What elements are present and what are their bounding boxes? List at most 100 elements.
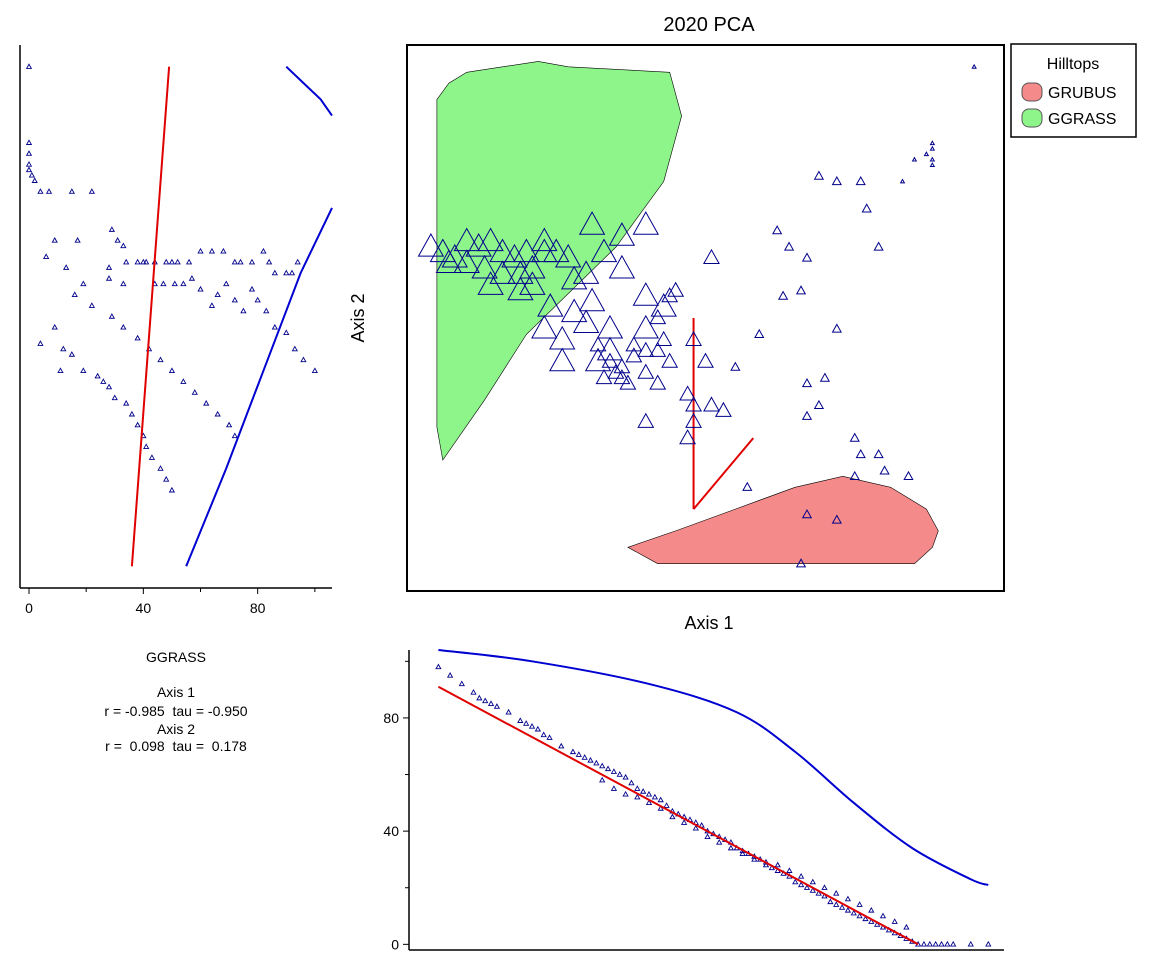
- bottom-point: [645, 790, 653, 797]
- bottom-point: [517, 717, 524, 723]
- sample-point: [831, 323, 842, 333]
- sample-point: [855, 448, 866, 459]
- left-point: [237, 258, 244, 265]
- bottom-point: [868, 918, 875, 924]
- bottom-point: [546, 734, 553, 740]
- bottom-point: [663, 802, 670, 808]
- left-point: [51, 323, 58, 330]
- left-point: [160, 280, 167, 287]
- left-point: [283, 269, 290, 276]
- left-point: [74, 237, 81, 243]
- left-point: [88, 188, 96, 194]
- legend-swatch-ggrass: [1021, 108, 1043, 128]
- bottom-point: [786, 867, 793, 873]
- left-point: [28, 171, 36, 178]
- sample-point: [477, 227, 504, 252]
- bottom-point: [815, 889, 822, 896]
- left-point: [231, 432, 238, 439]
- bottom-point: [797, 872, 805, 879]
- left-blue-curve-upper: [285, 65, 333, 117]
- left-point: [240, 307, 247, 314]
- left-point: [231, 258, 238, 265]
- left-point: [163, 475, 170, 482]
- bottom-point: [692, 824, 699, 831]
- sample-point: [650, 293, 677, 317]
- bottom-point: [476, 694, 483, 701]
- bottom-point: [487, 700, 495, 706]
- sample-point: [507, 260, 534, 284]
- left-point: [157, 465, 164, 471]
- left-point: [114, 237, 121, 243]
- bottom-red-line: [437, 685, 919, 946]
- left-point: [294, 258, 301, 265]
- sample-point: [613, 358, 631, 374]
- stats-axis1-label: Axis 1: [157, 684, 195, 700]
- left-point: [108, 226, 116, 232]
- sample-point: [596, 336, 624, 361]
- sample-point: [667, 281, 685, 297]
- bottom-point: [903, 923, 910, 930]
- left-point: [25, 161, 33, 167]
- sample-point: [632, 211, 660, 235]
- bottom-point: [926, 940, 933, 947]
- left-point: [174, 258, 181, 265]
- bottom-point: [868, 906, 875, 913]
- bottom-point: [950, 940, 957, 947]
- bottom-point: [891, 918, 898, 924]
- bottom-point: [581, 754, 588, 760]
- sample-point: [601, 352, 619, 368]
- left-point: [51, 237, 58, 243]
- bottom-marginal-plot: 0 40 80: [383, 649, 1004, 952]
- bottom-point: [569, 748, 577, 755]
- left-x-tick-label: 80: [250, 600, 266, 616]
- left-point: [163, 258, 170, 265]
- sample-point: [903, 470, 914, 480]
- sample-point: [730, 361, 741, 371]
- sample-point: [923, 151, 930, 157]
- sample-point: [578, 211, 606, 235]
- sample-point: [537, 293, 564, 317]
- left-point: [37, 188, 44, 194]
- sample-point: [608, 222, 636, 246]
- y-axis-title: Axis 2: [348, 293, 368, 342]
- left-point: [225, 421, 233, 428]
- bottom-blue-curve: [438, 649, 989, 886]
- bottom-point: [727, 844, 735, 851]
- bottom-point: [458, 680, 465, 687]
- sample-point: [531, 227, 558, 252]
- left-point: [63, 264, 70, 270]
- bottom-point: [634, 785, 641, 791]
- bottom-point: [797, 881, 805, 888]
- sample-point: [685, 396, 703, 412]
- left-point: [283, 329, 290, 335]
- bottom-point: [762, 861, 770, 868]
- sample-point: [861, 203, 872, 213]
- sample-point: [813, 399, 825, 410]
- left-point: [80, 367, 87, 373]
- sample-point: [441, 243, 468, 268]
- stats-variable: GGRASS: [146, 649, 206, 665]
- sample-point: [590, 238, 618, 263]
- left-point: [31, 177, 38, 183]
- bottom-point: [446, 672, 454, 678]
- sample-point: [819, 372, 831, 382]
- sample-point: [608, 254, 636, 279]
- left-point: [300, 356, 307, 363]
- left-point: [71, 291, 78, 297]
- bottom-point: [657, 805, 664, 811]
- bottom-point: [657, 796, 664, 803]
- left-point: [180, 378, 187, 384]
- left-point: [180, 280, 187, 287]
- bottom-point: [833, 901, 840, 907]
- bottom-point: [622, 773, 629, 780]
- left-point: [105, 383, 113, 390]
- sample-point: [801, 509, 813, 519]
- sample-point: [625, 347, 643, 363]
- sample-point: [783, 241, 795, 251]
- sample-point: [578, 287, 606, 312]
- sample-point: [911, 156, 918, 162]
- left-point: [263, 307, 270, 314]
- left-point: [157, 356, 164, 363]
- sample-point: [795, 285, 807, 295]
- bottom-point: [599, 762, 606, 769]
